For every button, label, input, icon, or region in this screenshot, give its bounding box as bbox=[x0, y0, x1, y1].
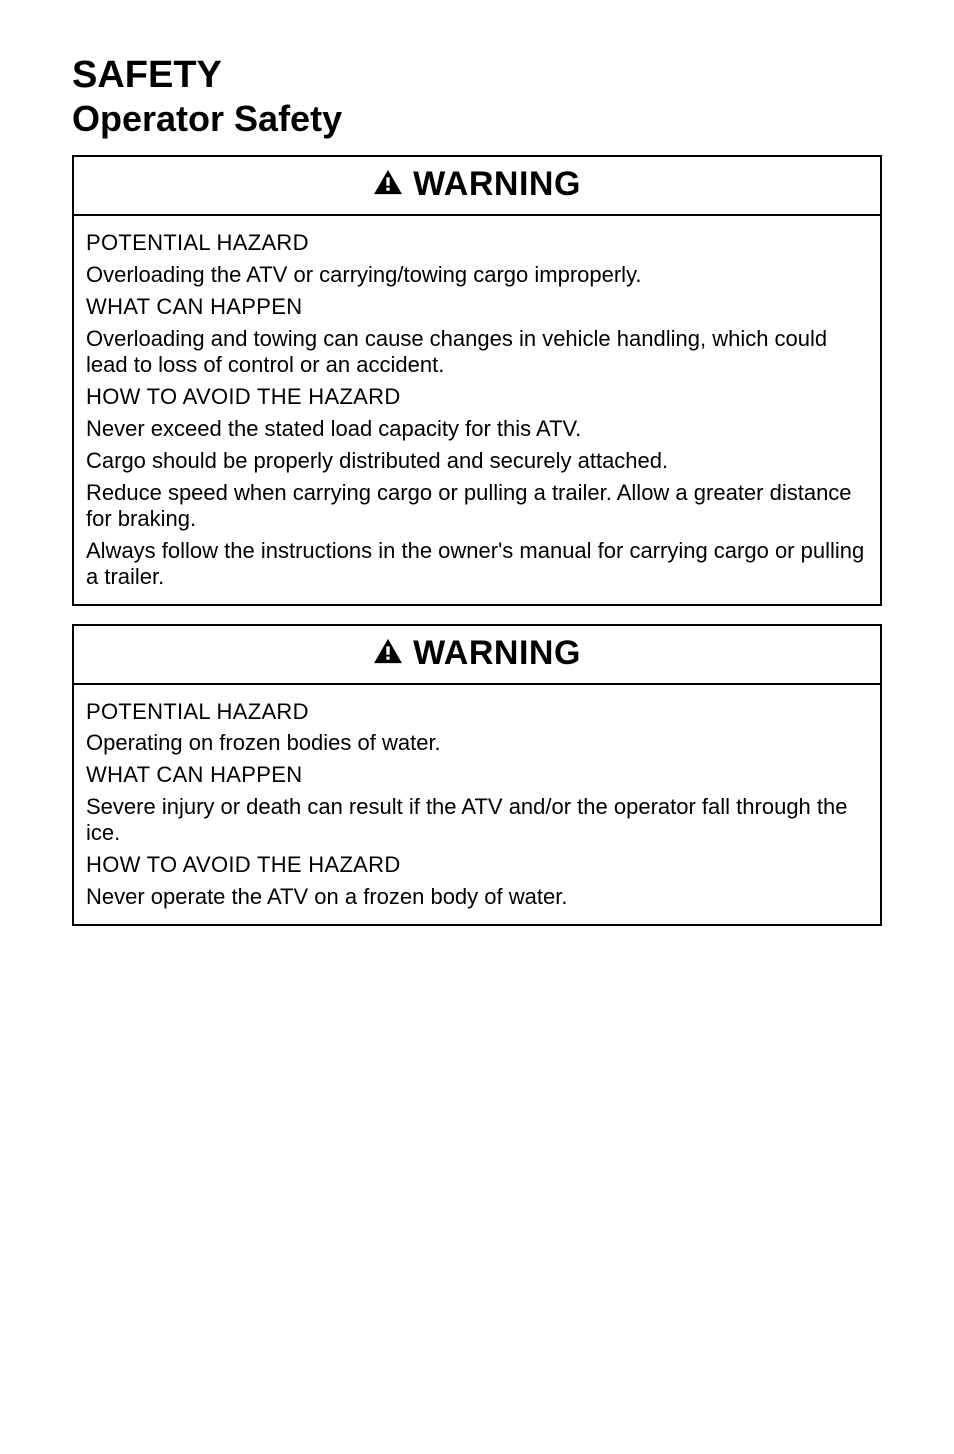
how-to-avoid-item: Always follow the instructions in the ow… bbox=[86, 538, 868, 590]
page-title-safety: SAFETY bbox=[72, 54, 882, 98]
page-title-operator-safety: Operator Safety bbox=[72, 98, 882, 139]
potential-hazard-label: POTENTIAL HAZARD bbox=[86, 230, 868, 256]
potential-hazard-text: Operating on frozen bodies of water. bbox=[86, 730, 868, 756]
warning-header: WARNING bbox=[74, 626, 880, 685]
warning-box-overloading: WARNING POTENTIAL HAZARD Overloading the… bbox=[72, 155, 882, 605]
how-to-avoid-item: Reduce speed when carrying cargo or pull… bbox=[86, 480, 868, 532]
potential-hazard-text: Overloading the ATV or carrying/towing c… bbox=[86, 262, 868, 288]
warning-body: POTENTIAL HAZARD Operating on frozen bod… bbox=[74, 685, 880, 925]
warning-body: POTENTIAL HAZARD Overloading the ATV or … bbox=[74, 216, 880, 603]
warning-triangle-icon bbox=[373, 638, 403, 669]
warning-label: WARNING bbox=[413, 165, 581, 204]
warning-label: WARNING bbox=[413, 634, 581, 673]
what-can-happen-label: WHAT CAN HAPPEN bbox=[86, 294, 868, 320]
warning-header: WARNING bbox=[74, 157, 880, 216]
warning-box-frozen-water: WARNING POTENTIAL HAZARD Operating on fr… bbox=[72, 624, 882, 927]
warning-triangle-icon bbox=[373, 169, 403, 200]
what-can-happen-label: WHAT CAN HAPPEN bbox=[86, 762, 868, 788]
how-to-avoid-item: Cargo should be properly distributed and… bbox=[86, 448, 868, 474]
how-to-avoid-label: HOW TO AVOID THE HAZARD bbox=[86, 852, 868, 878]
how-to-avoid-item: Never exceed the stated load capacity fo… bbox=[86, 416, 868, 442]
how-to-avoid-label: HOW TO AVOID THE HAZARD bbox=[86, 384, 868, 410]
how-to-avoid-item: Never operate the ATV on a frozen body o… bbox=[86, 884, 868, 910]
potential-hazard-label: POTENTIAL HAZARD bbox=[86, 699, 868, 725]
what-can-happen-text: Severe injury or death can result if the… bbox=[86, 794, 868, 846]
what-can-happen-text: Overloading and towing can cause changes… bbox=[86, 326, 868, 378]
